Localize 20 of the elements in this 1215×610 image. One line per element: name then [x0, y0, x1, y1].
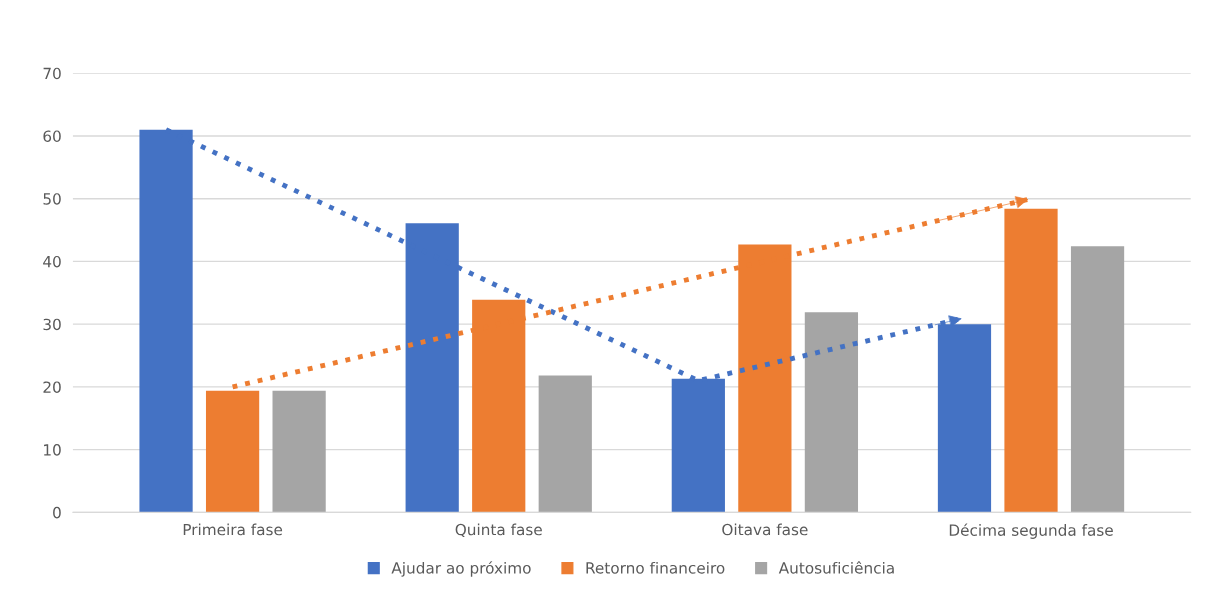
y-tick-label: 10: [44, 444, 61, 456]
y-tick-label: 0: [53, 506, 61, 519]
x-tick-label: Décima segunda fase: [949, 523, 1113, 539]
y-tick-label: 40: [43, 255, 61, 268]
bar: [804, 312, 859, 513]
y-tick-label: 70: [43, 67, 61, 80]
legend-label: Ajudar ao próximo: [391, 561, 531, 577]
y-tick-label: 60: [43, 130, 61, 142]
bar: [538, 375, 592, 513]
legend-label: Autosuficiência: [778, 561, 894, 574]
x-tick-label: Oitava fase: [722, 523, 808, 536]
y-tick-label: 50: [43, 193, 61, 205]
y-tick-label: 20: [43, 381, 61, 393]
x-tick-label: Quinta fase: [455, 523, 542, 538]
y-tick-label: 30: [43, 318, 61, 331]
bar: [272, 390, 326, 513]
x-tick-label: Primeira fase: [183, 523, 283, 536]
bar: [205, 390, 260, 513]
bar: [1070, 246, 1125, 513]
legend-label: Retorno financeiro: [586, 561, 725, 574]
